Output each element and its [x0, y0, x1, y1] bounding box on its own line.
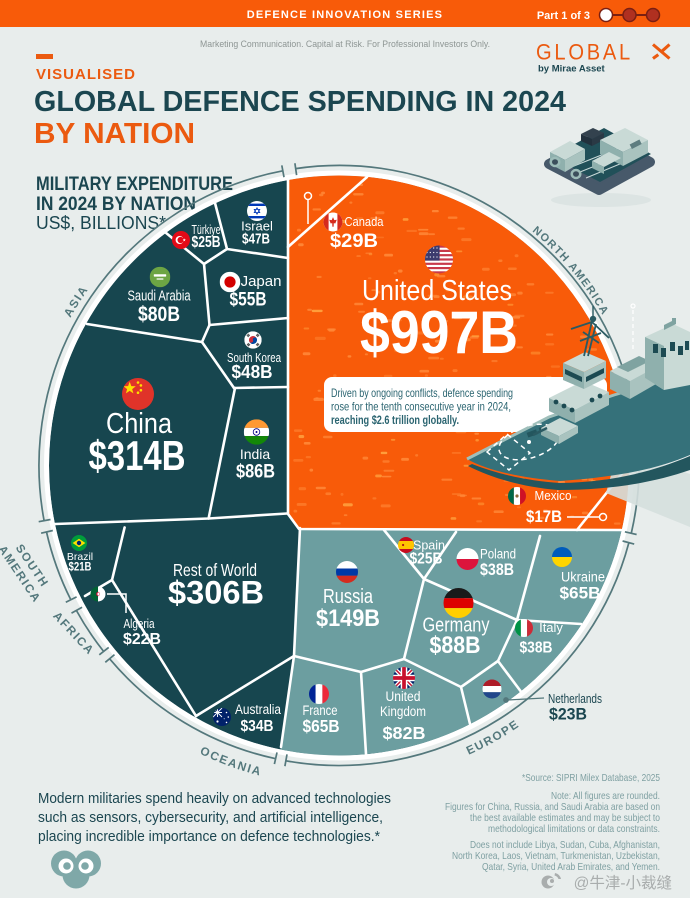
svg-text:Mexico: Mexico — [535, 488, 572, 503]
svg-text:such as sensors, cybersecurity: such as sensors, cybersecurity, and arti… — [38, 810, 383, 826]
svg-text:Italy: Italy — [539, 620, 563, 635]
svg-text:Rest of World: Rest of World — [173, 560, 257, 580]
svg-text:Figures for China, Russia, and: Figures for China, Russia, and Saudi Ara… — [445, 801, 660, 813]
svg-text:Brazil: Brazil — [67, 551, 93, 563]
svg-text:Driven by ongoing conflicts, d: Driven by ongoing conflicts, defence spe… — [331, 386, 513, 400]
svg-text:Does not include Libya, Sudan,: Does not include Libya, Sudan, Cuba, Afg… — [470, 839, 660, 851]
svg-text:Ukraine: Ukraine — [561, 570, 605, 585]
svg-text:Marketing Communication. Capit: Marketing Communication. Capital at Risk… — [200, 39, 490, 50]
svg-text:$48B: $48B — [232, 362, 273, 382]
svg-text:$65B: $65B — [560, 584, 601, 603]
svg-text:DEFENCE INNOVATION SERIES: DEFENCE INNOVATION SERIES — [247, 9, 443, 21]
svg-text:India: India — [240, 446, 271, 462]
svg-text:Canada: Canada — [345, 214, 385, 229]
svg-text:$314B: $314B — [89, 432, 186, 479]
svg-text:United: United — [386, 689, 421, 704]
svg-text:South Korea: South Korea — [227, 351, 281, 365]
svg-text:Qatar, Syria, United Arab Emir: Qatar, Syria, United Arab Emirates, and … — [482, 861, 660, 873]
svg-text:Japan: Japan — [241, 273, 282, 290]
svg-text:Part 1 of 3: Part 1 of 3 — [537, 10, 590, 22]
svg-text:$38B: $38B — [520, 640, 553, 657]
svg-text:$86B: $86B — [236, 462, 275, 483]
svg-text:$306B: $306B — [168, 575, 264, 611]
svg-text:Australia: Australia — [235, 702, 281, 717]
svg-text:$149B: $149B — [316, 605, 380, 632]
svg-text:$17B: $17B — [526, 507, 562, 526]
svg-text:China: China — [106, 408, 173, 440]
svg-text:Saudi Arabia: Saudi Arabia — [128, 289, 192, 305]
svg-text:the best available estimates a: the best available estimates and may be … — [470, 812, 660, 824]
svg-text:Netherlands: Netherlands — [548, 692, 602, 706]
svg-text:$80B: $80B — [138, 303, 180, 326]
svg-text:$21B: $21B — [69, 562, 92, 574]
svg-text:$82B: $82B — [383, 723, 426, 743]
svg-text:$34B: $34B — [241, 718, 274, 735]
svg-text:$997B: $997B — [360, 299, 518, 366]
svg-text:Türkiye: Türkiye — [192, 223, 221, 237]
svg-text:US$, BILLIONS*: US$, BILLIONS* — [36, 213, 166, 233]
svg-text:VISUALISED: VISUALISED — [36, 66, 136, 83]
svg-text:$25B: $25B — [192, 234, 221, 251]
svg-text:OCEANIA: OCEANIA — [198, 743, 264, 778]
svg-text:Spain: Spain — [413, 539, 445, 553]
svg-text:BY NATION: BY NATION — [34, 118, 195, 150]
svg-text:Note: All figures are rounded.: Note: All figures are rounded. — [551, 790, 660, 802]
svg-text:$88B: $88B — [430, 632, 481, 659]
svg-text:methodological limitations or: methodological limitations or data const… — [488, 823, 660, 835]
svg-text:Germany: Germany — [423, 615, 490, 637]
svg-text:$47B: $47B — [242, 231, 270, 248]
svg-text:Poland: Poland — [480, 546, 516, 562]
svg-text:MILITARY EXPENDITURE: MILITARY EXPENDITURE — [36, 174, 233, 195]
svg-text:$55B: $55B — [230, 290, 267, 311]
svg-text:$38B: $38B — [480, 561, 514, 579]
svg-text:@牛津-小裁缝: @牛津-小裁缝 — [574, 874, 672, 892]
svg-text:by Mirae Asset: by Mirae Asset — [538, 64, 606, 75]
svg-text:$65B: $65B — [303, 716, 340, 736]
svg-text:placing incredible importance: placing incredible importance on defence… — [38, 829, 380, 845]
svg-text:France: France — [303, 702, 338, 718]
svg-text:Russia: Russia — [323, 586, 374, 608]
svg-text:North Korea, Laos, Vietnam, Tu: North Korea, Laos, Vietnam, Turkmenistan… — [452, 850, 660, 862]
svg-text:GLOBAL: GLOBAL — [536, 40, 633, 65]
svg-text:Israel: Israel — [241, 219, 273, 234]
svg-text:$25B: $25B — [410, 551, 443, 568]
svg-text:*Source: SIPRI Milex Database,: *Source: SIPRI Milex Database, 2025 — [522, 772, 660, 784]
svg-text:$22B: $22B — [123, 631, 161, 648]
svg-text:$29B: $29B — [330, 230, 378, 252]
svg-text:GLOBAL DEFENCE SPENDING IN 202: GLOBAL DEFENCE SPENDING IN 2024 — [34, 86, 566, 118]
svg-text:reaching $2.6 trillion globall: reaching $2.6 trillion globally. — [331, 413, 459, 427]
svg-text:$23B: $23B — [549, 706, 587, 724]
svg-text:Modern militaries spend heavil: Modern militaries spend heavily on advan… — [38, 791, 391, 807]
svg-text:United States: United States — [362, 275, 512, 307]
svg-text:Algeria: Algeria — [124, 616, 156, 631]
svg-text:rose for the tenth consecutive: rose for the tenth consecutive year in 2… — [331, 400, 511, 414]
svg-text:IN 2024 BY NATION: IN 2024 BY NATION — [36, 194, 196, 215]
svg-text:Kingdom: Kingdom — [380, 704, 426, 719]
